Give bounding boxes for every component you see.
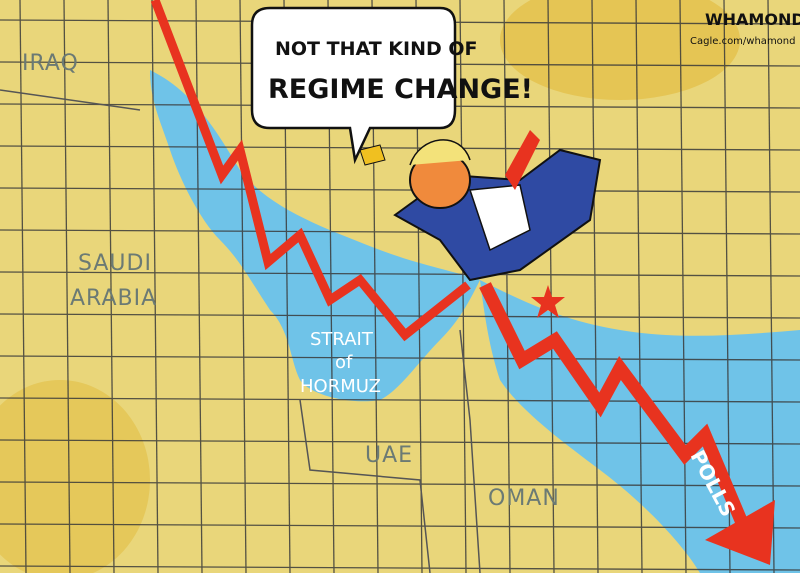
grid-line-vertical (767, 0, 775, 573)
falling-figure (359, 130, 602, 318)
grid-line-vertical (63, 0, 71, 573)
label-of: of (335, 352, 353, 373)
grid-line-horizontal (0, 187, 800, 193)
grid-line-vertical (151, 0, 159, 573)
grid-line-vertical (19, 0, 27, 573)
label-strait: STRAIT (310, 329, 374, 350)
grid-line-horizontal (0, 229, 800, 235)
speech-line-1: NOT THAT KIND OF (275, 38, 478, 60)
grid-line-vertical (503, 0, 511, 573)
label-uae: UAE (365, 443, 413, 468)
speech-bubble-shape (250, 6, 457, 165)
grid-line-vertical (195, 0, 203, 573)
grid-line-vertical (547, 0, 555, 573)
grid-line-horizontal (0, 271, 800, 277)
borders (0, 89, 481, 573)
label-saudi: SAUDI (78, 251, 152, 276)
grid-line-horizontal (0, 313, 800, 319)
label-oman: OMAN (488, 486, 560, 511)
grid-line-vertical (679, 0, 687, 573)
grid-line-horizontal (0, 145, 800, 151)
grid-line-horizontal (0, 439, 800, 445)
signature-name: WHAMOND (705, 10, 800, 29)
crown-icon (359, 144, 386, 166)
grid-line-horizontal (0, 565, 800, 571)
speech-line-2: REGIME CHANGE! (268, 74, 533, 105)
label-iraq: IRAQ (22, 51, 79, 76)
grid-line-vertical (635, 0, 643, 573)
grid-line-horizontal (0, 355, 800, 361)
grid-line-vertical (239, 0, 247, 573)
signature-site: Cagle.com/whamond (690, 36, 795, 47)
grid-line-vertical (107, 0, 115, 573)
polls-arrow-lower (479, 282, 751, 533)
grid-line-horizontal (0, 481, 800, 487)
grid-line-vertical (591, 0, 599, 573)
impact-star-icon (531, 285, 565, 318)
polls-arrow-upper (150, 0, 471, 342)
grid-line-horizontal (0, 523, 800, 529)
persian-gulf-water (150, 70, 480, 402)
polls-arrowhead (705, 500, 775, 565)
label-hormuz: HORMUZ (300, 376, 381, 397)
label-arabia: ARABIA (70, 286, 157, 311)
grid-line-horizontal (0, 397, 800, 403)
